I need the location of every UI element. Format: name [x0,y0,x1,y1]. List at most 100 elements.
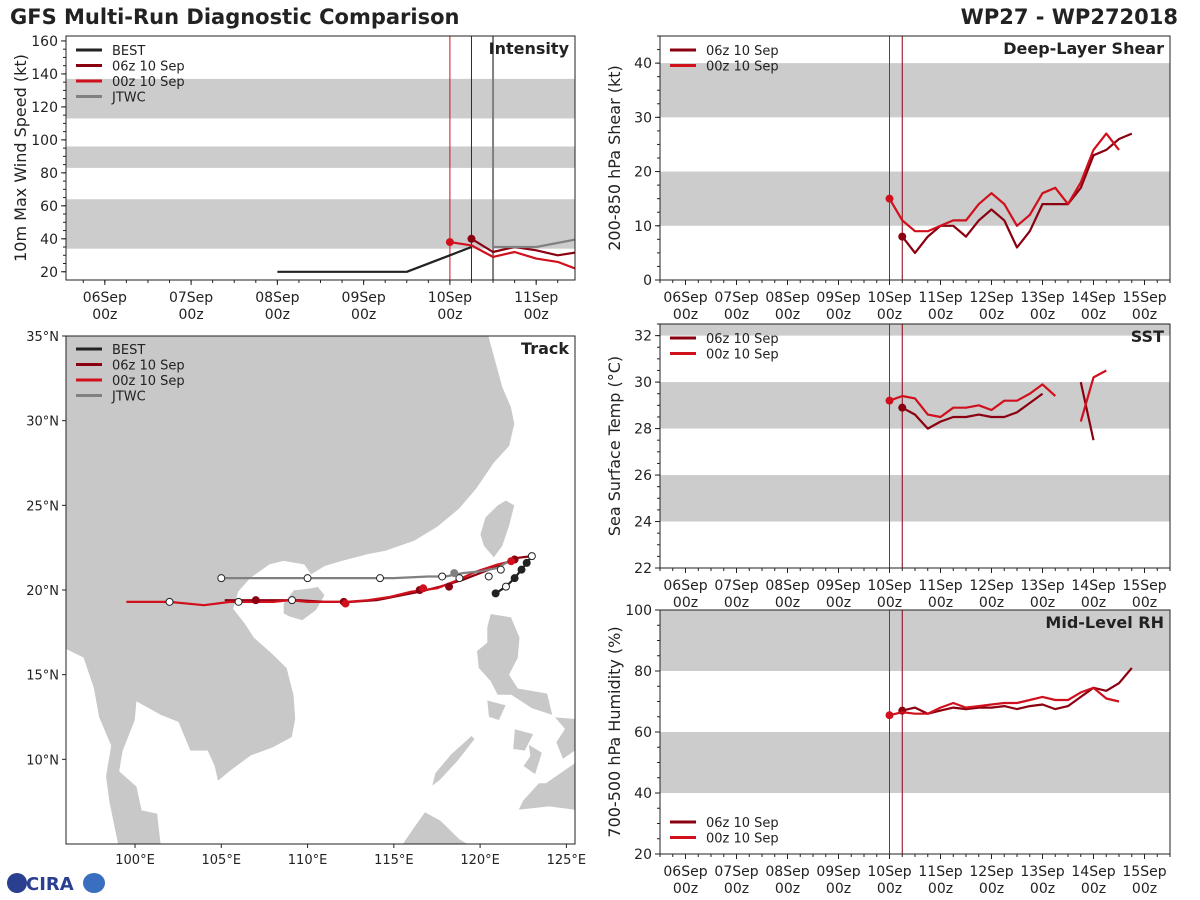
shear-plot-area [660,36,1170,280]
track-ytick-label: 20°N [26,584,59,599]
borneo-north [402,811,469,844]
intensity-series-best [277,245,472,273]
shear-init-point [898,232,907,241]
track-ytick-label: 10°N [26,753,59,768]
shear-legend-label: 00z 10 Sep [706,60,779,75]
track-fix-point [455,574,464,583]
chart-sst: 22242628303206Sep00z07Sep00z08Sep00z09Se… [605,323,1171,611]
sst-xtick-label: 00z [673,595,698,611]
sst-init-point [885,396,894,405]
track-fix-point [484,572,493,581]
track-xtick-label: 120°E [460,853,500,868]
intensity-xtick-label: 07Sep [169,290,213,306]
intensity-band-1 [66,146,575,168]
track-fix-point [517,565,526,574]
sst-xtick-label: 09Sep [816,578,860,594]
intensity-band-2 [66,78,575,119]
rh-ytick-label: 100 [625,603,652,619]
rh-xtick-label: 06Sep [663,864,707,880]
samar-leyte-islands [553,716,575,760]
shear-xtick-label: 00z [877,307,902,323]
shear-xtick-label: 00z [928,307,953,323]
sst-init-point [898,403,907,412]
track-xtick-label: 110°E [288,853,328,868]
track-jtwc [221,556,516,580]
intensity-ytick-label: 20 [40,265,58,281]
shear-xtick-label: 00z [979,307,1004,323]
sst-ytick-label: 32 [634,329,652,345]
shear-ytick-label: 20 [634,165,652,181]
chart-shear: 01020304006Sep00z07Sep00z08Sep00z09Sep00… [605,35,1171,323]
sst-title: SST [1131,327,1164,346]
sst-ytick-label: 24 [634,515,652,531]
intensity-ytick-label: 160 [31,34,58,50]
shear-ytick-label: 10 [634,219,652,235]
hainan-island [283,586,326,621]
luzon-island [476,613,554,716]
track-fix-point [165,597,174,606]
rh-legend-label: 00z 10 Sep [706,832,779,847]
track-fix-point [376,574,385,583]
track-legend-label: 00z 10 Sep [112,374,185,389]
track-fix-point [288,596,297,605]
shear-band-1 [660,63,1170,118]
intensity-series-00z-10-sep [449,241,575,270]
intensity-plot-area [66,36,575,280]
track-xtick-label: 105°E [202,853,242,868]
shear-xtick-label: 07Sep [714,290,758,306]
rh-xtick-label: 10Sep [867,864,911,880]
shear-xtick-label: 00z [1132,307,1157,323]
track-fix-point [341,599,350,608]
chart-rh: 2040608010006Sep00z07Sep00z08Sep00z09Sep… [605,603,1171,897]
sst-xtick-label: 12Sep [969,578,1013,594]
mindoro-island [486,699,507,721]
rh-title: Mid-Level RH [1045,613,1164,632]
sst-xtick-label: 00z [1132,595,1157,611]
rh-ytick-label: 40 [634,786,652,802]
shear-title: Deep-Layer Shear [1003,39,1164,58]
intensity-init-point [445,238,454,247]
track-fix-point [438,572,447,581]
rh-xtick-label: 00z [1132,881,1157,897]
rh-xtick-label: 14Sep [1071,864,1115,880]
shear-xtick-label: 00z [1081,307,1106,323]
sst-band-0 [660,475,1170,522]
track-ytick-label: 15°N [26,669,59,684]
shear-xtick-label: 08Sep [765,290,809,306]
track-ytick-label: 30°N [26,415,59,430]
sst-xtick-label: 11Sep [918,578,962,594]
shear-ytick-label: 0 [643,273,652,289]
rh-xtick-label: 11Sep [918,864,962,880]
sst-ytick-label: 26 [634,468,652,484]
track-fix-point [217,574,226,583]
sst-series-00z-10-sep [889,369,1107,422]
rh-xtick-label: 00z [877,881,902,897]
globe-icon [7,873,27,893]
track-xtick-label: 100°E [115,853,155,868]
sst-xtick-label: 15Sep [1122,578,1166,594]
track-ytick-label: 35°N [26,330,59,345]
track-fix-point [501,582,510,591]
sst-xtick-label: 00z [775,595,800,611]
rh-xtick-label: 13Sep [1020,864,1064,880]
track-legend-label: BEST [112,343,145,358]
intensity-legend-label: 06z 10 Sep [112,60,185,75]
intensity-xtick-label: 00z [92,307,117,323]
chart-track: 100°E 105°E 110°E 115°E 120°E 125°E 10°N 15°N 20… [26,330,586,868]
sst-xtick-label: 00z [826,595,851,611]
shear-xtick-label: 11Sep [918,290,962,306]
sst-ytick-label: 30 [634,375,652,391]
shear-xtick-label: 06Sep [663,290,707,306]
track-map-area [66,336,575,844]
rh-init-point [885,711,894,720]
sst-series-06z-10-sep [901,381,1095,441]
sst-ytick-label: 22 [634,561,652,577]
rh-xtick-label: 00z [928,881,953,897]
sst-xtick-label: 00z [1081,595,1106,611]
rh-band-1 [660,610,1170,671]
track-fix-point [496,565,505,574]
sst-xtick-label: 00z [724,595,749,611]
intensity-legend-label: BEST [112,44,145,59]
sst-legend-label: 00z 10 Sep [706,348,779,363]
sst-xtick-label: 13Sep [1020,578,1064,594]
